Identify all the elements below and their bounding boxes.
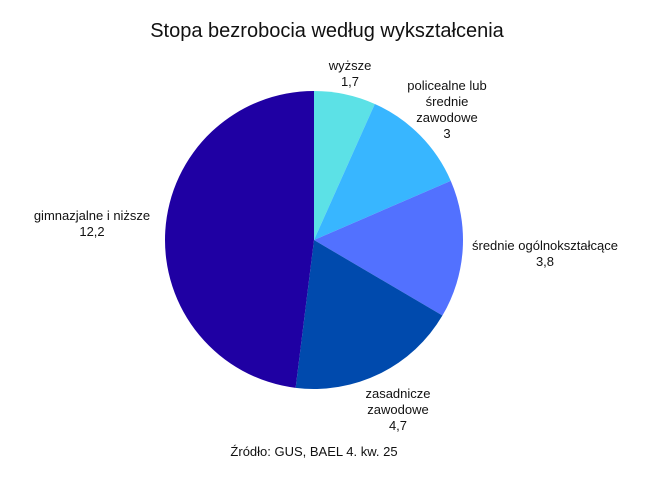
pie-slice xyxy=(295,240,443,389)
category-label: gimnazjalne i niższe xyxy=(33,208,151,223)
category-label: zasadnicze zawodowe xyxy=(365,386,431,417)
slice-label: zasadnicze zawodowe 4,7 xyxy=(353,386,443,434)
pie-slice xyxy=(314,91,375,240)
pie-slice xyxy=(164,91,314,388)
value-label: 3 xyxy=(443,126,451,141)
category-label: policealne lub średnie zawodowe xyxy=(407,78,487,125)
slice-label: gimnazjalne i niższe 12,2 xyxy=(17,208,167,240)
pie-slice xyxy=(314,103,451,240)
slice-label: średnie ogólnokształcące 3,8 xyxy=(460,238,630,270)
value-label: 1,7 xyxy=(340,74,360,89)
value-label: 12,2 xyxy=(79,224,105,239)
slice-label: policealne lub średnie zawodowe 3 xyxy=(401,78,493,142)
source-note: Źródło: GUS, BAEL 4. kw. 25 xyxy=(230,444,398,459)
category-label: średnie ogólnokształcące xyxy=(472,238,618,253)
slice-label: wyższe 1,7 xyxy=(310,58,390,90)
chart-title: Stopa bezrobocia według wykształcenia xyxy=(150,20,504,42)
value-label: 3,8 xyxy=(535,254,555,269)
category-label: wyższe xyxy=(328,58,372,73)
pie-slice xyxy=(314,180,463,316)
value-label: 4,7 xyxy=(388,418,408,433)
